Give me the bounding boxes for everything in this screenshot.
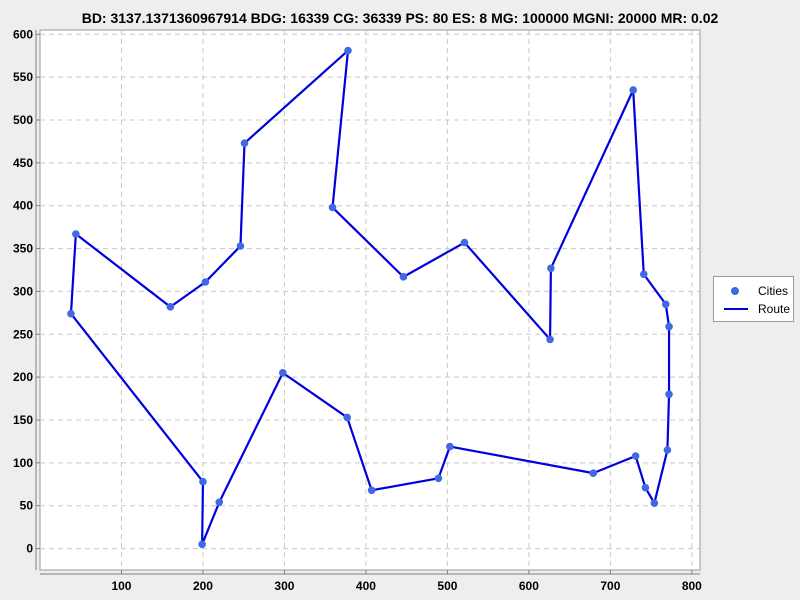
y-tick-label: 300 bbox=[13, 284, 33, 298]
route-segment bbox=[218, 371, 284, 504]
route-segment bbox=[243, 49, 350, 145]
route-segment bbox=[548, 267, 552, 341]
x-tick-label: 100 bbox=[111, 579, 131, 593]
route-segment bbox=[634, 454, 647, 489]
city-point bbox=[67, 309, 75, 318]
y-tick-label: 0 bbox=[26, 542, 33, 556]
route-segment bbox=[592, 454, 637, 475]
x-tick-label: 600 bbox=[519, 579, 539, 593]
route-segment bbox=[69, 232, 77, 315]
legend-item-cities: Cities bbox=[714, 283, 795, 299]
route-segment bbox=[201, 480, 205, 546]
y-tick-label: 550 bbox=[13, 70, 33, 84]
x-tick-label: 800 bbox=[682, 579, 702, 593]
stats-header: BD: 3137.1371360967914 BDG: 16339 CG: 36… bbox=[81, 10, 719, 26]
city-point bbox=[344, 46, 352, 55]
route-segment bbox=[331, 206, 405, 278]
route-segment bbox=[666, 393, 671, 452]
route-segment bbox=[331, 49, 350, 209]
x-tick-label: 700 bbox=[600, 579, 620, 593]
city-point bbox=[72, 230, 80, 238]
route-segment bbox=[448, 445, 595, 475]
city-point bbox=[199, 477, 207, 486]
x-tick-label: 200 bbox=[193, 579, 213, 593]
city-point bbox=[547, 264, 555, 273]
city-point bbox=[589, 469, 598, 477]
city-point bbox=[661, 300, 670, 309]
route-segment bbox=[370, 477, 440, 492]
route-segment bbox=[169, 280, 207, 308]
city-point bbox=[328, 203, 337, 212]
legend-marker-icon bbox=[731, 287, 739, 295]
y-tick-label: 450 bbox=[13, 156, 33, 170]
city-point bbox=[665, 390, 673, 399]
route-segment bbox=[239, 142, 246, 248]
axis-layer: 100 200 300 400 500 600 700 800 0 50 100 150 200 250 3… bbox=[13, 27, 702, 593]
legend-item-route: Route bbox=[714, 301, 795, 317]
city-point bbox=[399, 273, 408, 281]
y-tick-label: 400 bbox=[13, 199, 33, 213]
city-point bbox=[546, 335, 554, 344]
route-segment bbox=[281, 371, 349, 419]
city-point bbox=[629, 86, 637, 94]
route-segment bbox=[346, 416, 373, 492]
city-point bbox=[641, 483, 650, 492]
city-point bbox=[367, 486, 376, 495]
points-layer bbox=[67, 46, 673, 549]
city-point bbox=[460, 238, 469, 247]
route-segment bbox=[642, 273, 667, 306]
city-point bbox=[665, 322, 673, 331]
route-segment bbox=[653, 448, 669, 505]
x-tick-label: 500 bbox=[437, 579, 457, 593]
city-point bbox=[279, 369, 287, 377]
city-point bbox=[663, 446, 672, 454]
city-point bbox=[434, 474, 443, 483]
y-tick-label: 100 bbox=[13, 456, 33, 470]
y-tick-label: 600 bbox=[13, 27, 33, 41]
city-point bbox=[631, 452, 640, 460]
city-point bbox=[236, 242, 245, 250]
legend-label-route: Route bbox=[758, 302, 791, 316]
city-point bbox=[650, 499, 659, 507]
route-segment bbox=[204, 244, 242, 284]
y-tick-label: 50 bbox=[20, 499, 34, 513]
legend-line-icon bbox=[724, 308, 748, 310]
route-segment bbox=[69, 312, 205, 483]
route-segment bbox=[632, 88, 645, 276]
route-segment bbox=[549, 88, 635, 270]
y-tick-label: 150 bbox=[13, 413, 33, 427]
x-tick-label: 300 bbox=[274, 579, 294, 593]
city-point bbox=[240, 139, 249, 147]
city-point bbox=[343, 413, 351, 422]
y-tick-label: 200 bbox=[13, 370, 33, 384]
city-point bbox=[201, 278, 210, 286]
route-segment bbox=[201, 501, 221, 546]
y-tick-label: 350 bbox=[13, 242, 33, 256]
legend-label-cities: Cities bbox=[758, 284, 789, 298]
route-segment bbox=[463, 241, 552, 341]
route-layer bbox=[69, 49, 671, 546]
city-point bbox=[198, 540, 206, 549]
route-segment bbox=[437, 445, 451, 480]
city-point bbox=[639, 270, 648, 279]
route-segment bbox=[74, 232, 172, 308]
city-point bbox=[215, 498, 224, 507]
y-tick-label: 250 bbox=[13, 327, 33, 341]
y-tick-label: 500 bbox=[13, 113, 33, 127]
city-point bbox=[446, 442, 454, 451]
legend: Cities Route bbox=[713, 276, 794, 322]
city-point bbox=[166, 303, 175, 311]
x-tick-label: 400 bbox=[356, 579, 376, 593]
route-segment bbox=[402, 241, 466, 278]
